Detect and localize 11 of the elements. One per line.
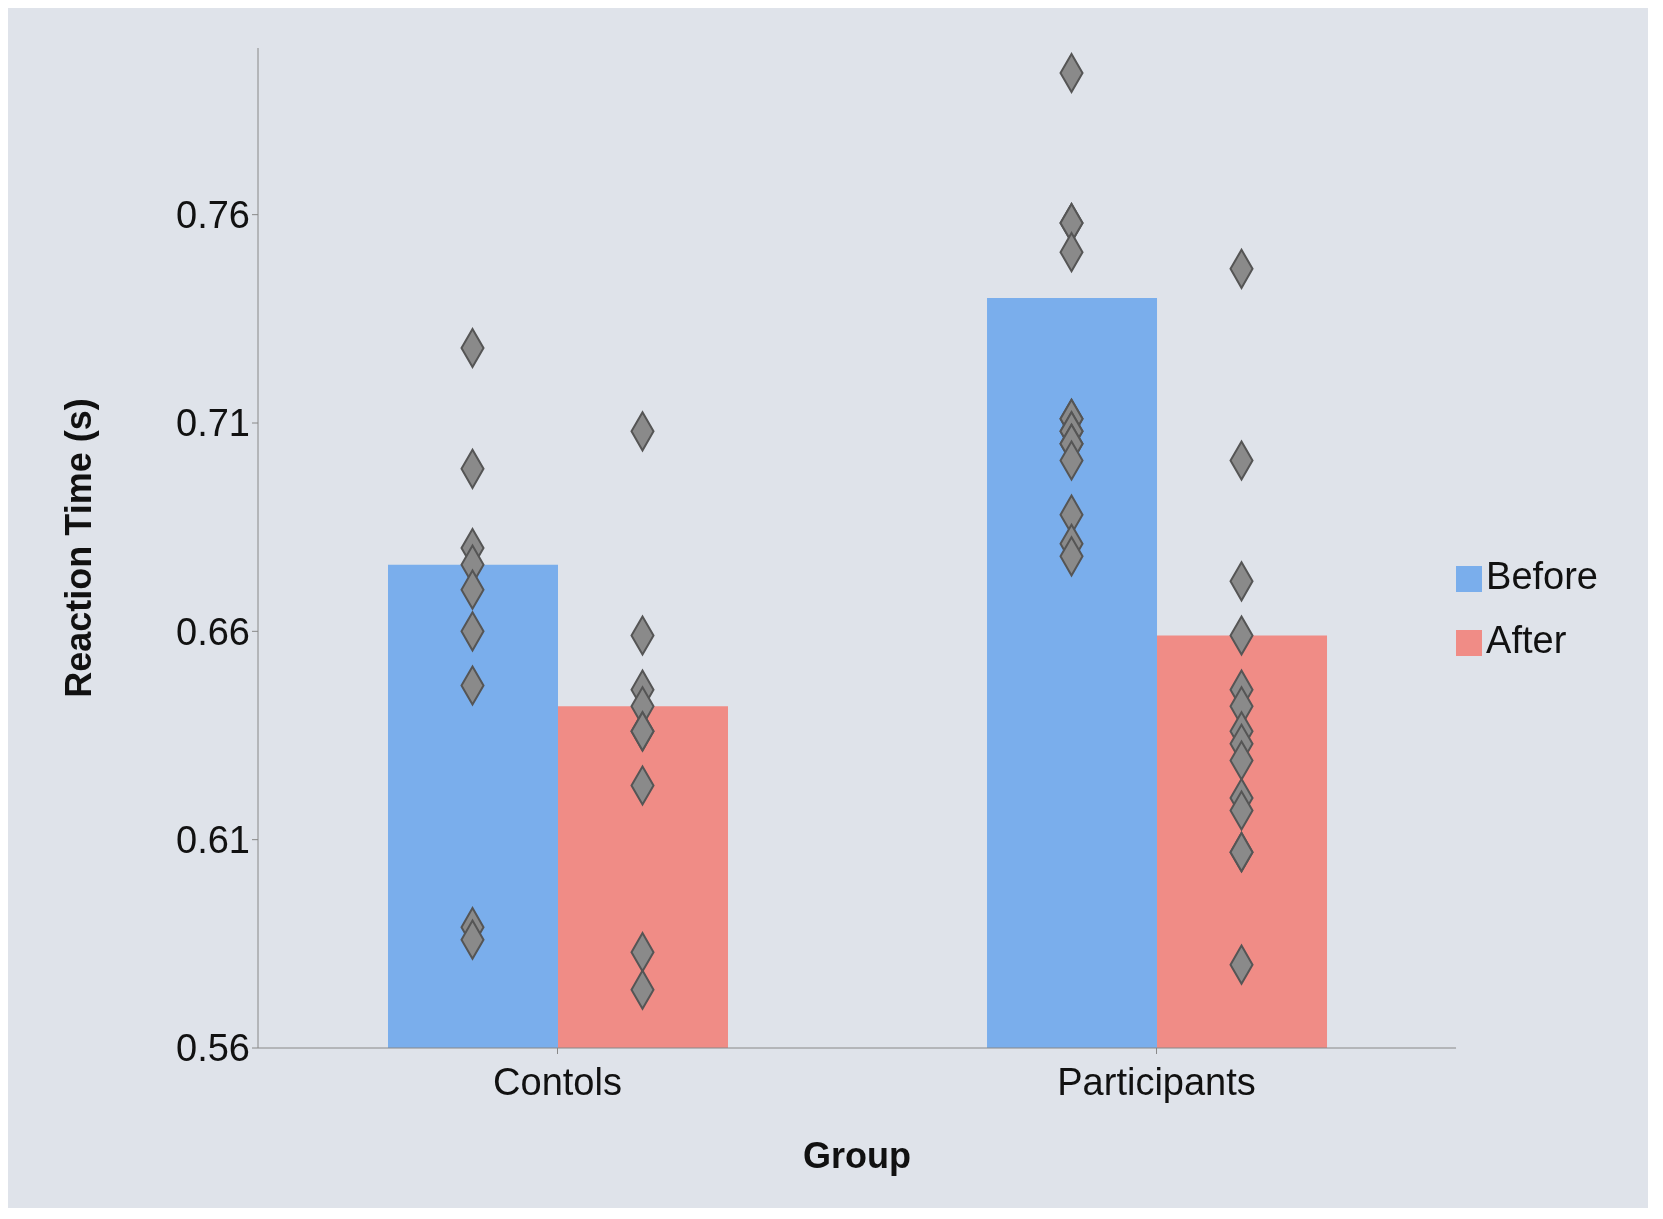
y-tick-label: 0.56 (176, 1027, 250, 1070)
x-tick-label: Participants (1057, 1060, 1256, 1103)
legend-label: After (1486, 619, 1567, 661)
y-tick-label: 0.71 (176, 402, 250, 445)
y-tick-label: 0.61 (176, 819, 250, 862)
x-tick-label: Contols (493, 1060, 622, 1103)
legend-label: Before (1486, 555, 1598, 597)
x-axis-title: Group (803, 1135, 912, 1176)
y-tick-label: 0.66 (176, 610, 250, 653)
y-axis-title: Reaction Time (s) (57, 398, 99, 698)
y-tick-label: 0.76 (176, 194, 250, 237)
